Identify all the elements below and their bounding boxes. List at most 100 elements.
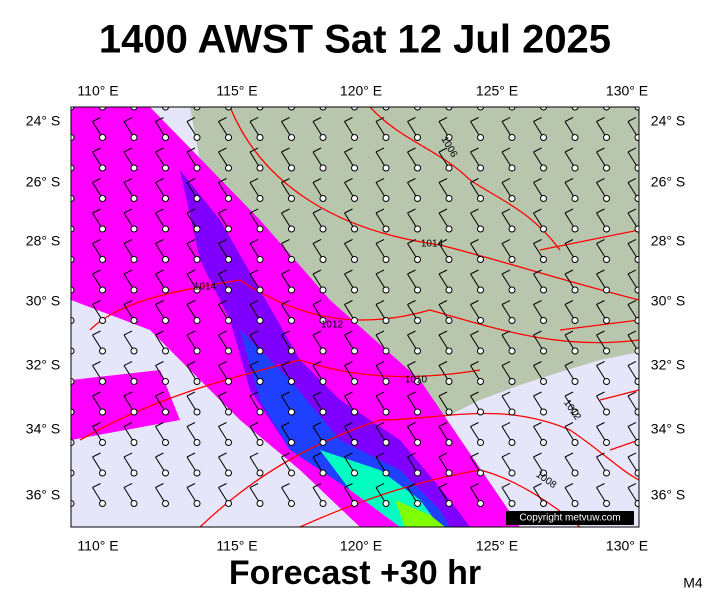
barb-station	[508, 439, 516, 446]
barb-station	[193, 164, 201, 172]
barb-flag	[470, 117, 479, 122]
barb-station	[414, 164, 421, 172]
barb-station	[351, 195, 358, 202]
barb-station	[540, 225, 547, 233]
barb-station	[130, 408, 138, 416]
wind-barb	[71, 195, 75, 202]
barb-station	[477, 378, 484, 385]
barb-station	[477, 107, 484, 111]
barb-station	[288, 500, 295, 507]
barb-station	[225, 134, 232, 141]
barb-flag	[344, 178, 353, 183]
barb-flag	[470, 178, 479, 183]
wind-barb	[375, 422, 390, 446]
barb-flag	[470, 269, 479, 275]
wind-barb	[155, 269, 169, 294]
barb-flag	[501, 452, 511, 458]
barb-flag	[281, 117, 290, 122]
wind-barb	[407, 483, 421, 507]
barb-station	[571, 164, 579, 172]
barb-station	[288, 164, 295, 172]
wind-barb	[123, 483, 138, 507]
wind-barb	[375, 391, 390, 416]
wind-barb	[438, 330, 453, 355]
wind-barb	[155, 361, 169, 385]
barb-flag	[501, 269, 511, 275]
barb-flag	[186, 391, 196, 397]
barb-staff	[71, 228, 72, 229]
wind-barb	[123, 269, 138, 294]
barb-station	[414, 317, 421, 324]
barb-flag	[407, 269, 416, 275]
wind-barb	[596, 330, 610, 355]
wind-barb	[186, 208, 201, 233]
wind-barb	[186, 391, 201, 416]
barb-station	[99, 107, 106, 111]
barb-flag	[218, 483, 227, 488]
barb-station	[71, 195, 75, 202]
wind-barb	[186, 452, 201, 477]
barb-flag	[627, 269, 637, 275]
wind-barb	[155, 483, 169, 507]
barb-station	[130, 439, 138, 446]
wind-barb	[186, 269, 201, 294]
wind-barb	[186, 330, 201, 355]
lon-label: 120° E	[340, 538, 382, 554]
barb-station	[193, 225, 201, 233]
barb-flag	[501, 239, 511, 244]
wind-barb	[218, 208, 232, 233]
barb-station	[414, 107, 421, 111]
barb-flag	[438, 239, 448, 244]
wind-barb	[186, 483, 201, 507]
barb-station	[477, 439, 484, 446]
wind-barb	[312, 239, 327, 263]
barb-flag	[344, 483, 353, 488]
barb-flag	[61, 87, 69, 91]
wind-barb	[162, 107, 169, 111]
barb-station	[351, 378, 358, 385]
barb-flag	[470, 208, 479, 214]
barb-station	[634, 500, 639, 507]
wind-barb	[407, 117, 421, 141]
barb-flag	[533, 300, 542, 305]
wind-barb	[92, 452, 106, 477]
wind-barb	[564, 147, 579, 172]
barb-flag	[123, 422, 133, 427]
wind-barb	[596, 422, 610, 446]
wind-barb	[375, 147, 390, 172]
barb-flag	[123, 269, 133, 275]
barb-station	[130, 164, 138, 172]
wind-barb	[155, 452, 169, 477]
barb-station	[382, 469, 390, 477]
barb-flag	[470, 361, 479, 366]
barb-flag	[344, 208, 353, 214]
barb-station	[540, 378, 547, 385]
wind-barb	[533, 483, 547, 507]
barb-flag	[249, 330, 259, 336]
wind-barb	[375, 452, 390, 477]
barb-station	[130, 378, 138, 385]
barb-flag	[407, 147, 416, 153]
barb-flag	[533, 452, 542, 458]
map: 1006 1014 1014 1012 1010 1012 1008 Copyr…	[26, 83, 685, 554]
wind-barb	[501, 391, 516, 416]
wind-barb	[249, 239, 264, 263]
barb-flag	[344, 117, 353, 122]
barb-station	[603, 107, 610, 111]
wind-barb	[501, 483, 516, 507]
barb-station	[603, 500, 610, 507]
barb-flag	[375, 178, 385, 183]
barb-flag	[155, 208, 164, 214]
barb-station	[225, 225, 232, 233]
barb-station	[351, 469, 358, 477]
wind-barb	[319, 107, 327, 111]
barb-station	[445, 469, 453, 477]
barb-flag	[564, 178, 574, 183]
barb-flag	[92, 330, 101, 336]
barb-station	[225, 286, 232, 294]
barb-station	[508, 500, 516, 507]
barb-flag	[249, 452, 259, 458]
barb-flag	[249, 147, 259, 153]
lon-label: 115° E	[216, 538, 257, 554]
